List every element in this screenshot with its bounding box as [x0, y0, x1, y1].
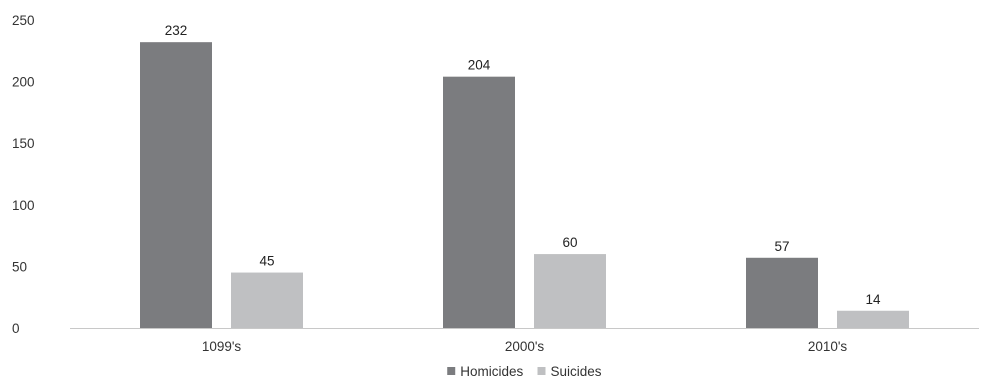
- legend-item-suicides: Suicides: [537, 364, 602, 379]
- legend-swatch: [447, 367, 456, 375]
- data-label: 45: [259, 254, 274, 269]
- legend-item-homicides: Homicides: [447, 364, 523, 379]
- bar-suicides-0: [231, 272, 303, 328]
- bar-homicides-1: [443, 76, 515, 328]
- x-tick-label: 2010's: [808, 339, 848, 354]
- bar-homicides-0: [140, 42, 212, 329]
- bar-suicides-1: [534, 254, 606, 328]
- data-label: 14: [865, 292, 881, 307]
- x-tick-label: 2000's: [505, 339, 545, 354]
- bars: 232 45 204 60 57 14: [140, 23, 909, 329]
- y-tick-label: 250: [12, 13, 35, 28]
- x-axis: 1099's 2000's 2010's: [70, 328, 979, 354]
- data-label: 60: [562, 235, 577, 250]
- y-tick-label: 100: [12, 198, 35, 213]
- data-label: 57: [774, 239, 789, 254]
- y-tick-label: 200: [12, 75, 35, 90]
- legend-swatch: [537, 367, 546, 375]
- y-tick-label: 50: [12, 259, 27, 274]
- legend-label: Suicides: [550, 364, 601, 379]
- legend-label: Homicides: [460, 364, 523, 379]
- legend: Homicides Suicides: [447, 364, 602, 379]
- bar-homicides-2: [746, 257, 818, 328]
- x-tick-label: 1099's: [202, 339, 242, 354]
- bar-suicides-2: [837, 310, 909, 328]
- y-tick-label: 0: [12, 321, 20, 336]
- data-label: 204: [468, 58, 491, 73]
- data-label: 232: [165, 23, 188, 38]
- y-axis: 0 50 100 150 200 250: [12, 13, 35, 336]
- y-tick-label: 150: [12, 136, 35, 151]
